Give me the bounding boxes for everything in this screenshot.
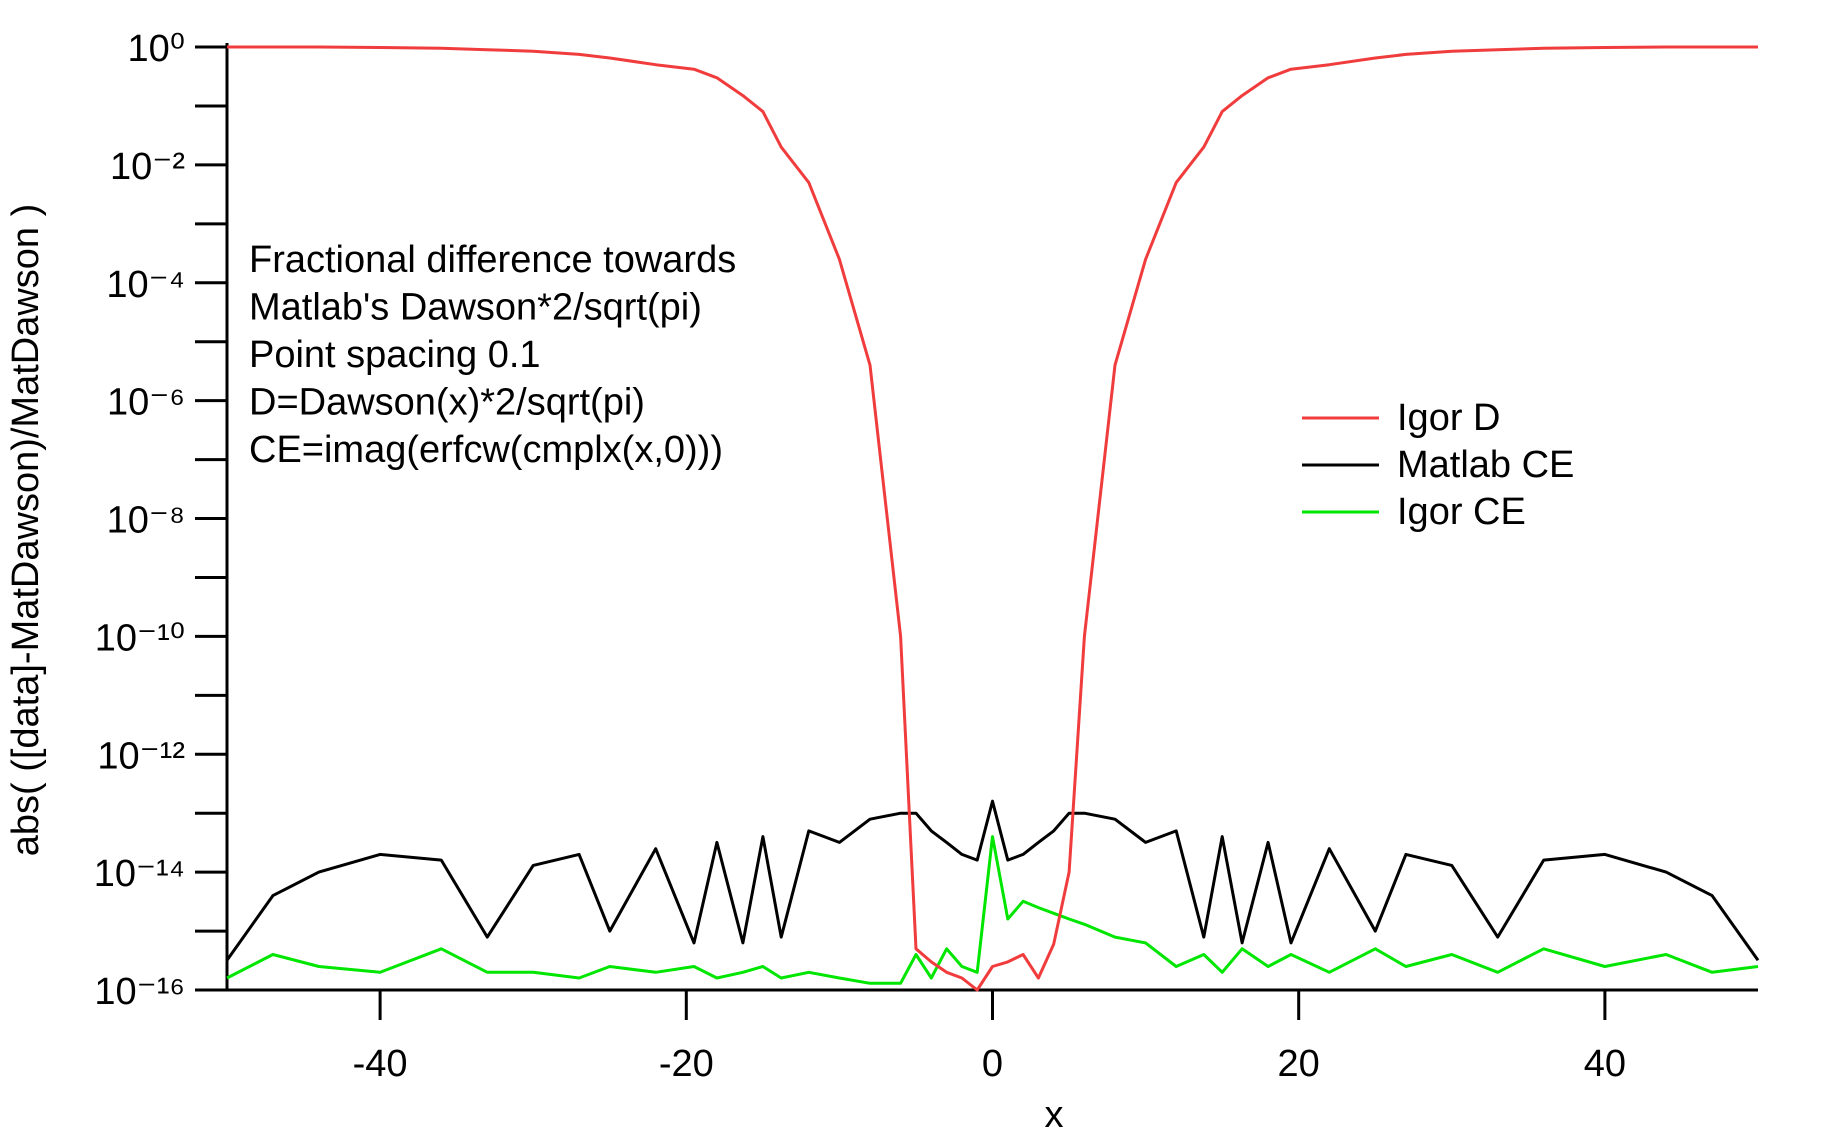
x-tick-label: 20 (1278, 1043, 1320, 1085)
y-tick-label: 10⁻¹⁶ (94, 971, 185, 1013)
annotation: Fractional difference towards (249, 239, 736, 281)
x-axis-label: x (1045, 1094, 1064, 1136)
y-tick-label: 10⁻¹⁰ (95, 617, 185, 659)
y-tick-label: 10⁻⁴ (106, 264, 185, 306)
x-tick-label: 0 (982, 1043, 1003, 1085)
legend-label: Matlab CE (1397, 444, 1574, 486)
annotation: Point spacing 0.1 (249, 334, 541, 376)
y-tick-label: 10⁰ (127, 28, 185, 70)
x-tick-label: -40 (353, 1043, 408, 1085)
annotation: CE=imag(erfcw(cmplx(x,0))) (249, 429, 723, 471)
series-line (227, 45, 1758, 992)
x-tick-label: 40 (1584, 1043, 1626, 1085)
y-tick-label: 10⁻¹² (97, 735, 185, 777)
annotation: Matlab's Dawson*2/sqrt(pi) (249, 287, 702, 329)
legend-label: Igor D (1397, 397, 1500, 439)
x-tick-label: -20 (659, 1043, 714, 1085)
y-axis-label: abs( ([data]-MatDawson)/MatDawson ) (5, 204, 47, 857)
y-tick-label: 10⁻¹⁴ (94, 853, 185, 895)
y-tick-label: 10⁻⁸ (107, 500, 185, 542)
series-line (226, 835, 1759, 985)
y-tick-label: 10⁻² (110, 146, 185, 188)
series-line (225, 799, 1760, 962)
annotation: D=Dawson(x)*2/sqrt(pi) (249, 382, 645, 424)
y-tick-label: 10⁻⁶ (107, 382, 185, 424)
legend-label: Igor CE (1397, 491, 1526, 533)
